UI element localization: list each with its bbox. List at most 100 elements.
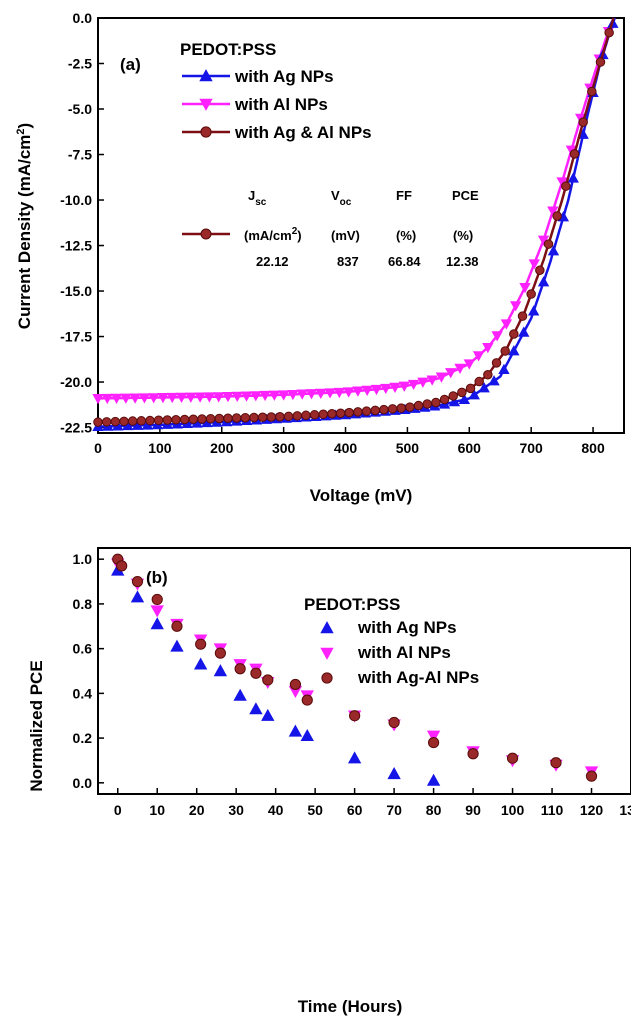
y-tick-label-b: 0.8 — [73, 596, 93, 612]
data-point — [185, 392, 197, 403]
data-point — [547, 206, 559, 217]
data-point — [527, 305, 540, 316]
data-point — [431, 397, 441, 408]
x-tick-label-b: 0 — [114, 802, 122, 818]
x-tick-label-a: 300 — [272, 440, 296, 456]
data-point — [488, 375, 500, 386]
data-point — [380, 383, 392, 395]
data-point — [405, 402, 415, 412]
data-point — [417, 377, 429, 388]
data-point — [301, 410, 311, 421]
legend-title-a: PEDOT:PSS — [180, 40, 276, 59]
data-point — [166, 392, 178, 404]
legend-label: with Ag NPs — [234, 67, 334, 86]
data-point — [448, 391, 458, 401]
x-tick-label-b: 100 — [501, 802, 525, 818]
data-point — [262, 674, 274, 686]
plot-frame-b — [97, 547, 631, 795]
data-point — [509, 329, 519, 339]
data-point — [138, 393, 151, 404]
data-point — [537, 276, 550, 287]
table-header-jsc: Jsc — [248, 188, 267, 208]
data-point — [352, 386, 364, 397]
table-series-marker — [200, 228, 212, 240]
data-point — [257, 412, 268, 422]
y-tick-label-b: 0.2 — [73, 730, 93, 746]
data-point — [463, 359, 475, 370]
data-point — [157, 393, 169, 404]
data-point — [283, 411, 294, 422]
legend-marker — [320, 647, 334, 660]
data-point — [389, 382, 401, 393]
data-point — [327, 409, 337, 419]
data-point — [110, 393, 123, 404]
parameters-table: Jsc Voc FF PCE (mA/cm2) (mV) (%) (%) 22.… — [182, 188, 479, 269]
x-tick-label-b: 90 — [465, 802, 481, 818]
data-point — [387, 767, 401, 780]
y-tick-label-a: -17.5 — [60, 329, 92, 345]
data-point — [120, 393, 132, 404]
y-tick-label-a: 0.0 — [73, 10, 93, 26]
x-axis-label-a: Voltage (mV) — [310, 486, 413, 505]
data-point — [426, 730, 441, 743]
legend-label: with Ag & Al NPs — [234, 123, 372, 142]
data-point — [498, 363, 510, 374]
data-point — [604, 27, 614, 38]
x-tick-label-b: 80 — [426, 802, 442, 818]
data-point — [347, 751, 362, 764]
data-point — [150, 605, 164, 618]
data-point — [370, 405, 380, 416]
data-point — [301, 694, 313, 706]
data-point — [333, 387, 346, 399]
data-point — [426, 773, 441, 786]
data-point — [482, 343, 494, 354]
data-point — [550, 757, 562, 769]
data-point — [569, 149, 580, 159]
data-point — [472, 351, 485, 362]
data-point — [131, 575, 144, 588]
data-point — [535, 265, 545, 276]
data-point — [171, 620, 183, 632]
data-point — [491, 331, 503, 342]
x-tick-label-b: 40 — [268, 802, 284, 818]
data-point — [193, 657, 208, 670]
legend-marker — [200, 126, 212, 138]
table-header-pce: PCE — [452, 188, 479, 203]
data-point — [240, 391, 253, 402]
x-tick-label-a: 800 — [581, 440, 605, 456]
data-point — [324, 388, 336, 399]
y-axis-label-b: Normalized PCE — [27, 660, 46, 791]
x-tick-label-a: 100 — [148, 440, 172, 456]
data-point — [518, 326, 530, 337]
data-point — [195, 638, 207, 650]
data-point — [483, 370, 493, 380]
data-point — [342, 387, 355, 398]
data-point — [288, 724, 303, 737]
y-tick-label-a: -20.0 — [60, 374, 92, 390]
y-axis-label-a: Current Density (mA/cm2) — [15, 123, 34, 329]
data-point — [289, 678, 302, 691]
x-tick-label-b: 60 — [347, 802, 363, 818]
data-point — [413, 400, 424, 411]
data-point — [119, 416, 129, 427]
x-tick-label-a: 400 — [334, 440, 358, 456]
table-unit-ff: (%) — [396, 228, 416, 243]
table-unit-pce: (%) — [453, 228, 473, 243]
y-tick-label-b: 1.0 — [73, 551, 93, 567]
data-point — [543, 239, 554, 249]
data-point — [231, 413, 242, 423]
table-value-pce: 12.38 — [446, 254, 479, 269]
data-point — [478, 382, 490, 393]
x-tick-label-b: 30 — [228, 802, 244, 818]
data-point — [500, 346, 510, 356]
data-point — [259, 390, 271, 402]
data-point — [578, 117, 588, 127]
panel-label-b: (b) — [146, 568, 168, 587]
data-point — [214, 413, 225, 424]
data-point — [300, 729, 314, 742]
data-point — [292, 411, 303, 421]
data-point — [130, 590, 145, 603]
data-point — [93, 417, 103, 427]
data-point — [526, 289, 536, 299]
data-point — [508, 345, 520, 356]
